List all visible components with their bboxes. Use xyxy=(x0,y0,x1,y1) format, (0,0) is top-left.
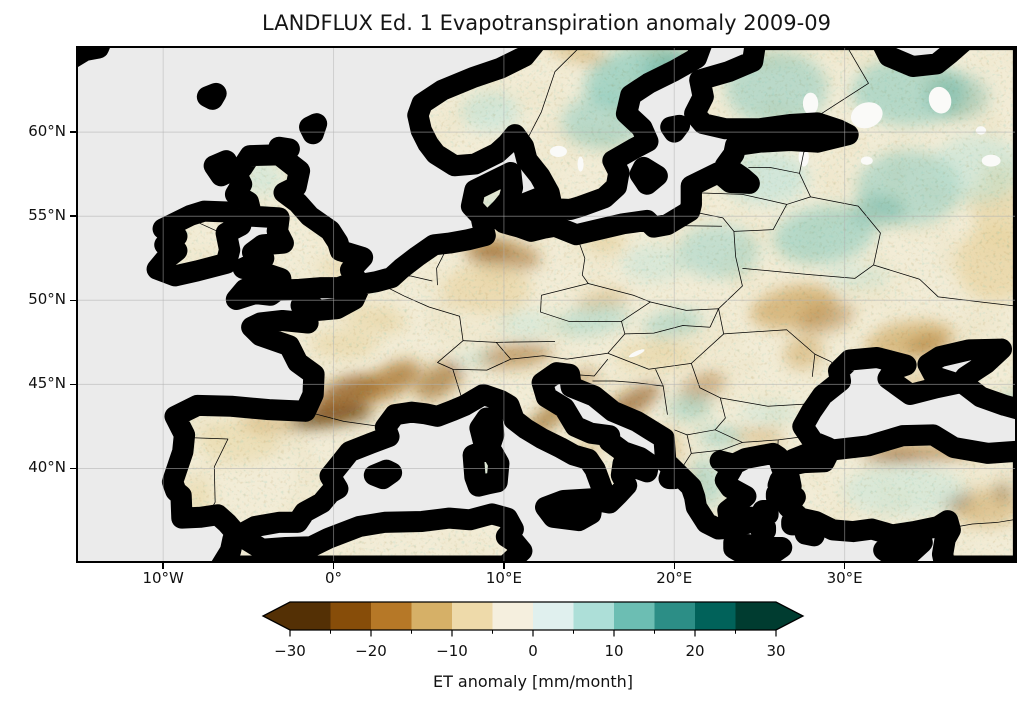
colorbar-tick-label: 10 xyxy=(604,642,624,660)
x-tick-label: 10°W xyxy=(142,569,184,587)
y-tick-label: 40°N xyxy=(28,458,66,477)
y-tick xyxy=(70,383,76,386)
y-tick xyxy=(70,131,76,133)
x-tick xyxy=(503,563,505,569)
colorbar-tick-label: −20 xyxy=(355,642,387,660)
y-tick-label: 55°N xyxy=(28,206,66,225)
x-tick-label: 30°E xyxy=(826,569,863,587)
plot-frame xyxy=(76,46,1017,563)
colorbar-tick-label: 0 xyxy=(528,642,538,660)
chart-title: LANDFLUX Ed. 1 Evapotranspiration anomal… xyxy=(262,11,831,35)
europe-map xyxy=(78,48,1015,561)
y-tick-label: 60°N xyxy=(28,122,66,141)
colorbar xyxy=(261,601,805,637)
y-tick xyxy=(70,215,76,217)
y-tick xyxy=(70,299,76,302)
map-plot xyxy=(78,48,1015,561)
graticule-gridlines xyxy=(78,48,1015,561)
colorbar-tick-label: 20 xyxy=(685,642,705,660)
y-tick xyxy=(70,467,76,470)
y-tick-label: 50°N xyxy=(28,290,66,309)
colorbar-segments xyxy=(261,601,805,637)
x-tick xyxy=(673,563,676,569)
colorbar-tick-label: 30 xyxy=(766,642,786,660)
x-tick xyxy=(843,563,846,569)
colorbar-label: ET anomaly [mm/month] xyxy=(432,672,634,691)
x-tick xyxy=(332,563,335,569)
x-tick xyxy=(162,563,164,569)
colorbar-tick-label: −10 xyxy=(436,642,468,660)
x-tick-label: 10°E xyxy=(485,569,522,587)
lakes xyxy=(549,86,1001,358)
x-tick-label: 20°E xyxy=(656,569,693,587)
colorbar-tick-label: −30 xyxy=(274,642,306,660)
x-tick-label: 0° xyxy=(325,569,343,587)
y-tick-label: 45°N xyxy=(28,374,66,393)
